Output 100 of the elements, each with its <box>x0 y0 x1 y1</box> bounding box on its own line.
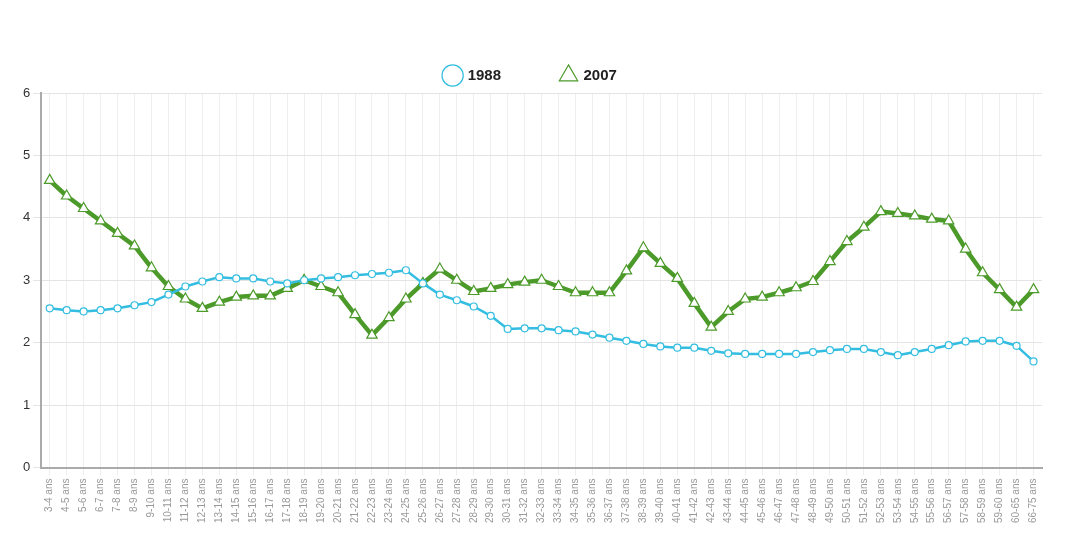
x-tick-label: 58-59 ans <box>976 478 988 524</box>
point <box>130 301 139 310</box>
point <box>908 209 921 220</box>
point <box>859 344 868 354</box>
point <box>215 273 224 282</box>
x-tick-label: 57-58 ans <box>959 478 971 524</box>
y-tick-label: 3 <box>23 271 31 287</box>
point <box>249 274 258 283</box>
x-tick-label: 41-42 ans <box>688 478 700 524</box>
x-tick-label: 52-53 ans <box>874 478 886 524</box>
x-tick-label: 33-34 ans <box>552 478 564 524</box>
point <box>96 306 105 315</box>
point <box>603 286 616 297</box>
point <box>756 290 768 301</box>
point <box>111 226 124 238</box>
y-tick-label: 0 <box>23 459 31 475</box>
point <box>1010 300 1023 311</box>
y-tick-label: 6 <box>23 84 31 100</box>
point <box>128 239 141 250</box>
x-tick-label: 45-46 ans <box>755 478 767 524</box>
point <box>690 343 699 352</box>
x-tick-label: 28-29 ans <box>467 478 479 524</box>
x-tick-label: 59-60 ans <box>993 478 1005 524</box>
point <box>283 279 292 288</box>
point <box>1027 283 1040 294</box>
x-tick-label: 18-19 ans <box>297 478 309 524</box>
point <box>484 281 497 292</box>
x-tick-label: 30-31 ans <box>501 478 513 524</box>
point <box>791 349 801 359</box>
x-tick-label: 37-38 ans <box>620 478 632 524</box>
x-tick-label: 23-24 ans <box>382 478 394 524</box>
point <box>588 330 597 339</box>
x-tick-label: 31-32 ans <box>518 478 530 524</box>
point <box>317 274 326 283</box>
point <box>927 344 936 354</box>
point <box>367 269 377 279</box>
point <box>366 328 378 339</box>
x-tick-label: 38-39 ans <box>637 478 649 524</box>
x-tick-label: 15-16 ans <box>247 478 259 524</box>
point <box>961 337 970 346</box>
point <box>264 289 277 300</box>
x-tick-label: 40-41 ans <box>671 478 683 524</box>
x-tick-label: 43-44 ans <box>721 478 733 524</box>
point <box>247 289 260 300</box>
point <box>944 341 953 350</box>
y-tick-label: 2 <box>23 334 31 350</box>
point <box>62 306 71 315</box>
x-tick-label: 42-43 ans <box>704 478 716 524</box>
x-tick-label: 50-51 ans <box>840 478 852 524</box>
point <box>637 241 650 252</box>
x-tick-label: 60-65 ans <box>1010 478 1022 524</box>
point <box>535 273 548 284</box>
x-tick-label: 27-28 ans <box>450 478 462 524</box>
x-tick-label: 47-48 ans <box>789 478 801 524</box>
point <box>503 324 512 334</box>
point <box>435 290 444 299</box>
x-tick-label: 36-37 ans <box>603 478 615 524</box>
x-tick-label: 14-15 ans <box>230 478 242 524</box>
point <box>554 326 563 335</box>
point <box>401 266 411 275</box>
point <box>639 339 648 349</box>
point <box>1029 357 1038 366</box>
point <box>162 279 175 291</box>
point <box>622 336 631 345</box>
point <box>654 256 667 268</box>
point <box>45 304 54 313</box>
point <box>790 281 802 292</box>
x-tick-label: 13-14 ans <box>213 478 225 524</box>
x-tick-label: 26-27 ans <box>433 478 445 524</box>
point <box>518 275 531 286</box>
point <box>620 264 633 275</box>
point <box>196 301 209 312</box>
point <box>959 242 972 253</box>
point <box>400 292 412 303</box>
x-tick-label: 6-7 ans <box>94 478 106 512</box>
point <box>673 343 682 352</box>
x-tick-label: 29-30 ans <box>484 478 496 524</box>
x-tick-label: 8-9 ans <box>128 478 140 512</box>
point <box>147 298 156 307</box>
x-tick-label: 53-54 ans <box>891 478 903 524</box>
point <box>825 346 835 355</box>
x-tick-label: 34-35 ans <box>569 478 581 524</box>
point <box>942 214 955 225</box>
point <box>976 266 989 277</box>
point <box>332 286 344 297</box>
point <box>656 342 665 351</box>
point <box>741 349 750 359</box>
legend-label: 2007 <box>583 65 617 83</box>
x-tick-label: 35-36 ans <box>586 478 598 524</box>
point <box>94 214 107 225</box>
point <box>605 333 614 342</box>
x-tick-label: 44-45 ans <box>738 478 750 524</box>
point <box>384 268 394 277</box>
legend-label: 1988 <box>467 65 502 83</box>
point <box>824 254 836 266</box>
point <box>198 277 207 286</box>
point <box>266 277 275 286</box>
point <box>571 327 580 336</box>
x-tick-label: 24-25 ans <box>399 478 411 524</box>
point <box>893 351 902 360</box>
